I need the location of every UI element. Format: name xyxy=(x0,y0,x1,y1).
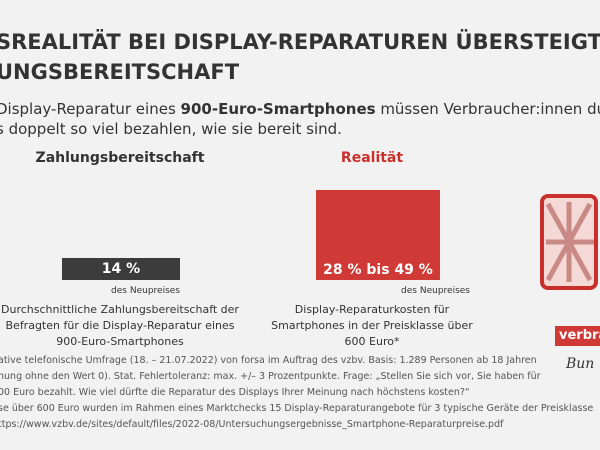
logo: verbra xyxy=(555,326,600,346)
subtitle-text: Display-Reparatur eines xyxy=(0,100,181,118)
description-line: 900-Euro-Smartphones xyxy=(56,335,184,348)
subtitle-text: müssen Verbraucher:innen durchschn xyxy=(380,100,600,118)
description-line: 600 Euro* xyxy=(344,335,400,348)
title: SREALITÄT BEI DISPLAY-REPARATUREN ÜBERST… xyxy=(0,30,600,54)
bar: 14 % xyxy=(62,258,180,280)
unit: des Neupreises xyxy=(401,286,470,296)
column-heading: Zahlungsbereitschaft xyxy=(35,150,205,166)
footnote: ative telefonische Umfrage (18. – 21.07.… xyxy=(0,355,537,366)
logo-sub: Bun xyxy=(566,356,595,372)
subtitle: s doppelt so viel bezahlen, wie sie bere… xyxy=(0,120,342,138)
footnote: se über 600 Euro wurden im Rahmen eines … xyxy=(0,403,594,414)
description: Display-Reparaturkosten für Smartphones … xyxy=(242,302,502,350)
unit: des Neupreises xyxy=(111,286,180,296)
phone-icon xyxy=(540,194,598,290)
subtitle-bold: 900-Euro-Smartphones xyxy=(180,100,376,118)
footnote: ttps://www.vzbv.de/sites/default/files/2… xyxy=(0,419,504,430)
description: Durchschnittliche Zahlungsbereitschaft d… xyxy=(0,302,250,350)
footnote: nung ohne den Wert 0). Stat. Fehlertoler… xyxy=(0,371,541,382)
column-heading: Realität xyxy=(340,150,404,166)
subtitle: Display-Reparatur eines 900-Euro-Smartph… xyxy=(0,100,600,118)
footnote: 00 Euro bezahlt. Wie viel dürfte die Rep… xyxy=(0,387,470,398)
description-line: Display-Reparaturkosten für xyxy=(294,303,450,316)
bar: 28 % bis 49 % xyxy=(316,190,440,280)
description-line: Smartphones in der Preisklasse über xyxy=(271,319,473,332)
title: UNGSBEREITSCHAFT xyxy=(0,60,240,84)
description-line: Durchschnittliche Zahlungsbereitschaft d… xyxy=(1,303,239,316)
description-line: Befragten für die Display-Reparatur eine… xyxy=(5,319,235,332)
